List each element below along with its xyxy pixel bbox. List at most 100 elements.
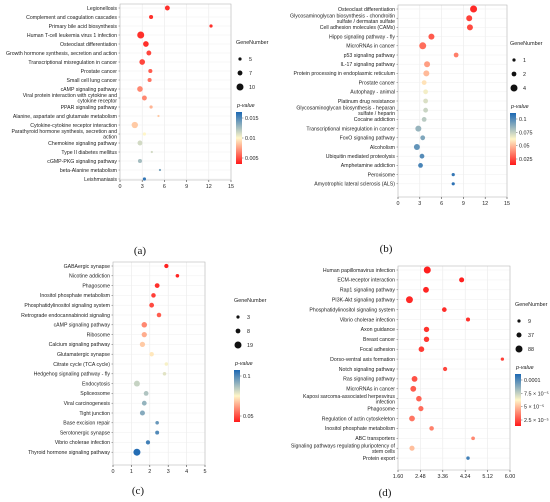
color-bar-label: 0.075: [519, 130, 533, 136]
row-label: Legionellosis: [87, 6, 117, 12]
row-label: Phagosome: [82, 283, 110, 289]
plot-frame: [112, 261, 206, 466]
row-label: Notch signaling pathway: [339, 367, 396, 373]
data-point: [418, 163, 423, 168]
size-legend-dot: [235, 328, 241, 334]
row-label: cGMP-PKG signaling pathway: [47, 159, 117, 165]
data-point: [141, 322, 148, 328]
data-point: [164, 362, 169, 366]
row-label: MicroRNAs in cancer: [346, 44, 395, 50]
size-legend-label: 2: [523, 72, 526, 78]
data-point: [423, 336, 430, 342]
row-label: IL-17 signaling pathway: [340, 62, 395, 68]
x-tick-label: 2.48: [415, 474, 426, 480]
color-bar-label: 5 × 10⁻⁵: [524, 405, 544, 411]
color-bar-label: 0.015: [245, 116, 259, 122]
row-label: Protein processing in endoplasmic reticu…: [294, 71, 396, 77]
data-point: [139, 410, 145, 416]
row-label: Autophagy - animal: [350, 90, 395, 96]
size-legend-label: 5: [249, 57, 252, 63]
data-point: [465, 317, 471, 322]
data-point: [415, 125, 422, 132]
x-tick-label: 5: [204, 469, 207, 475]
data-point: [459, 277, 465, 283]
row-label: Hippo signaling pathway - fly: [329, 34, 395, 40]
x-tick-label: 3: [167, 469, 170, 475]
row-label: Prostate cancer: [81, 69, 118, 75]
panel-letter: (c): [132, 485, 145, 497]
size-legend-label: 10: [249, 85, 255, 91]
row-label: Glycosaminoglycan biosynthesis - heparan…: [296, 105, 395, 116]
panel-letter: (b): [380, 243, 393, 255]
data-point: [453, 52, 459, 58]
data-point: [137, 86, 143, 92]
row-label: Vibrio cholerae infection: [340, 317, 395, 323]
color-bar-label: 0.1: [243, 374, 251, 380]
row-label: Platinum drug resistance: [338, 99, 395, 105]
data-point: [466, 15, 473, 22]
row-label: Inositol phosphate metabolism: [40, 293, 110, 299]
data-point: [146, 50, 152, 56]
size-legend-dot: [510, 84, 518, 92]
row-label: Regulation of actin cytoskeleton: [322, 416, 395, 422]
size-legend-title: GeneNumber: [510, 41, 543, 47]
data-point: [419, 153, 425, 159]
row-label: FoxO signaling pathway: [340, 136, 396, 142]
data-point: [423, 286, 429, 293]
data-point: [423, 107, 429, 113]
row-label: Transcriptional misregulation in cancer: [306, 126, 395, 132]
row-label: Ubiquitin mediated proteolysis: [326, 154, 396, 160]
x-tick-label: 12: [206, 184, 212, 190]
data-point: [423, 326, 430, 333]
size-legend-label: 1: [523, 58, 526, 64]
row-label: Calcium signaling pathway: [49, 342, 111, 348]
x-tick-label: 0: [119, 184, 122, 190]
row-label: Viral carcinogenesis: [64, 401, 111, 407]
color-legend-title: p-value: [236, 103, 255, 109]
row-label: Dorso-ventral axis formation: [330, 357, 395, 363]
row-label: Phosphatidylinositol signaling system: [24, 303, 110, 309]
data-point: [139, 341, 146, 348]
data-point: [413, 144, 420, 150]
data-point: [424, 61, 431, 68]
row-label: Ras signaling pathway: [343, 377, 395, 383]
plot-frame: [397, 265, 511, 471]
data-point: [421, 117, 427, 122]
color-bar: [515, 374, 521, 426]
row-label: Vibrio cholerae infection: [55, 440, 110, 446]
data-point: [133, 448, 141, 456]
data-point: [423, 98, 429, 104]
row-label: Osteoclast differentiation: [60, 42, 117, 48]
data-point: [416, 395, 422, 402]
size-legend-label: 37: [528, 333, 534, 339]
data-point: [406, 296, 413, 304]
row-label: Primary bile acid biosynthesis: [49, 24, 118, 30]
data-point: [441, 307, 447, 312]
data-point: [154, 283, 160, 288]
panel-c: 0 1 2 3 4 5 GABAergic synapse Nicotine addictio…: [21, 261, 267, 497]
row-label: Ribosome: [87, 332, 110, 338]
x-tick-label: 1: [130, 469, 133, 475]
row-label: Phagosome: [367, 406, 395, 412]
data-point: [451, 182, 455, 186]
x-tick-label: 6: [163, 184, 166, 190]
row-label: Inositol phosphate metabolism: [325, 426, 395, 432]
color-bar-label: 0.0001: [524, 378, 541, 384]
row-label: PI3K-Akt signaling pathway: [332, 298, 396, 304]
x-tick-label: 9: [462, 201, 465, 207]
row-label: cAMP signaling pathway: [54, 323, 111, 329]
data-point: [149, 105, 153, 109]
data-point: [410, 385, 417, 392]
size-legend-label: 8: [247, 329, 250, 335]
data-point: [175, 274, 180, 278]
data-point: [423, 89, 429, 95]
row-label: Alcoholism: [370, 145, 395, 151]
data-point: [148, 68, 153, 74]
row-label: Human papillomavirus infection: [323, 268, 395, 274]
data-point: [139, 59, 146, 65]
data-point: [155, 421, 159, 425]
data-point: [162, 372, 167, 376]
row-label: Phosphatidylinositol signaling system: [309, 307, 395, 313]
x-tick-label: 15: [228, 184, 234, 190]
